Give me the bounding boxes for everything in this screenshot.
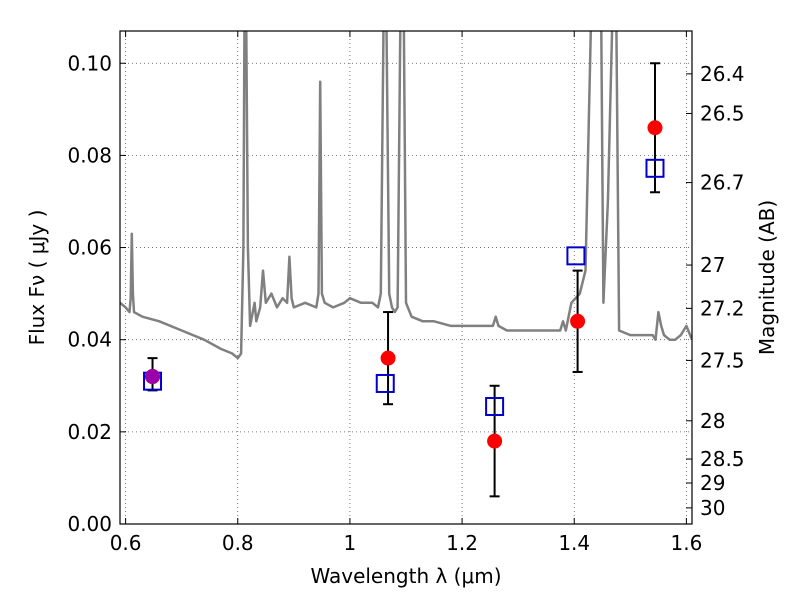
x-tick-label: 1.4	[558, 531, 590, 555]
observed-point	[570, 313, 586, 329]
y-right-axis-title: Magnitude (AB)	[755, 200, 779, 355]
right-tick-label: 27	[700, 253, 725, 277]
y-tick-label: 0.06	[67, 236, 112, 260]
points-layer	[143, 62, 665, 498]
right-tick-label: 26.7	[700, 171, 745, 195]
model-point	[645, 158, 665, 178]
x-tick-label: 0.8	[222, 531, 254, 555]
right-tick-label: 27.2	[700, 296, 745, 320]
right-tick-label: 28.5	[700, 447, 745, 471]
observed-point	[380, 350, 396, 366]
highlight-point	[145, 369, 161, 385]
y-tick-label: 0.00	[67, 512, 112, 536]
plot-frame	[119, 30, 693, 525]
model-point	[375, 373, 395, 393]
x-tick-label: 0.6	[110, 531, 142, 555]
right-tick-label: 26.4	[700, 62, 745, 86]
y-tick-label: 0.02	[67, 420, 112, 444]
spectrum-line	[120, 31, 692, 360]
y-tick-label: 0.10	[67, 51, 112, 75]
model-point	[485, 397, 505, 417]
observed-point	[647, 120, 663, 136]
y-axis-title: Flux Fν ( μJy )	[25, 210, 49, 346]
right-tick-label: 28	[700, 409, 725, 433]
x-tick-label: 1	[344, 531, 357, 555]
model-point	[566, 246, 586, 266]
observed-point	[487, 433, 503, 449]
spectrum-layer	[120, 31, 692, 360]
x-tick-label: 1.2	[446, 531, 478, 555]
right-tick-label: 26.5	[700, 101, 745, 125]
y-tick-label: 0.04	[67, 328, 112, 352]
right-tick-label: 27.5	[700, 348, 745, 372]
ticks-layer: 0.6 0.8 1 1.2 1.4 1.6 0.00 0.02 0.04 0.06 0.08 0.10…	[67, 31, 745, 555]
x-tick-label: 1.6	[670, 531, 702, 555]
y-tick-label: 0.08	[67, 143, 112, 167]
x-axis-title: Wavelength λ (μm)	[310, 564, 501, 588]
right-tick-label: 29	[700, 471, 725, 495]
right-tick-label: 30	[700, 496, 725, 520]
